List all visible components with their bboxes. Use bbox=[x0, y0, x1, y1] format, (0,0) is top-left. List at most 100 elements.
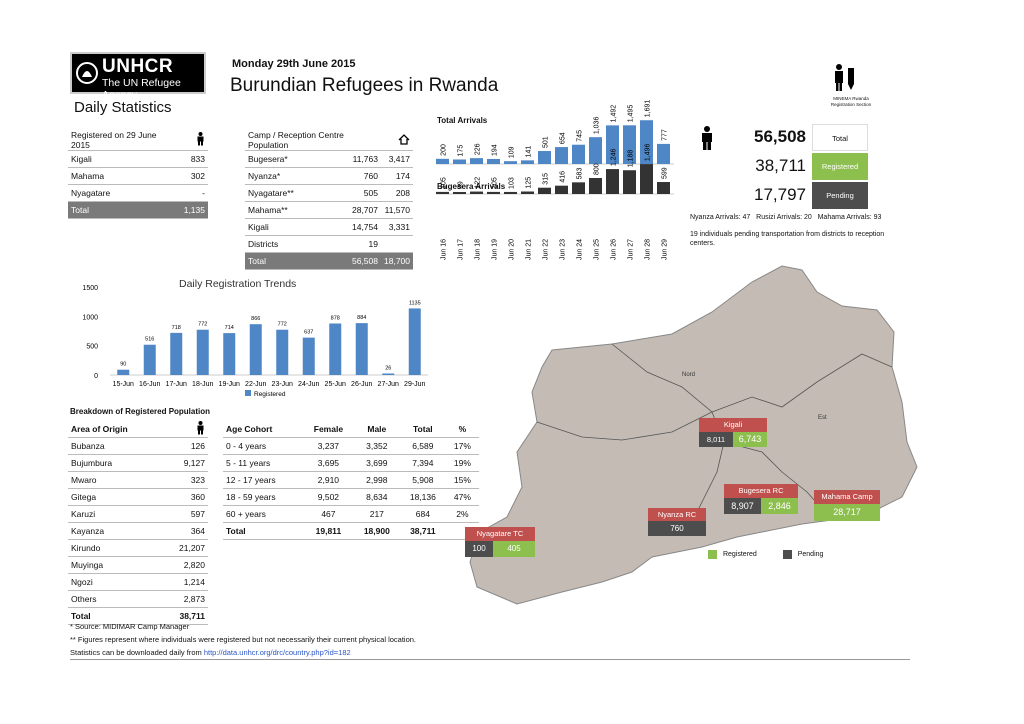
summary-registered-row: 38,711 Registered bbox=[696, 153, 868, 180]
table-row: 60 + years 467 217 684 2% bbox=[223, 505, 479, 523]
trends-data-label: 772 bbox=[198, 322, 207, 328]
note-download: Statistics can be downloaded daily from … bbox=[70, 648, 351, 657]
total-row: Total 1,135 bbox=[68, 201, 208, 219]
trends-bar bbox=[143, 344, 156, 375]
table-row: Kayanza 364 bbox=[68, 522, 208, 540]
bugesera-arrivals-data-label: 416 bbox=[560, 171, 567, 183]
total-arrivals-bar bbox=[657, 143, 670, 164]
female-header: Female bbox=[303, 421, 354, 438]
pending-swatch bbox=[782, 550, 792, 559]
house-icon bbox=[380, 130, 413, 151]
summary-registered-value: 38,711 bbox=[755, 156, 806, 175]
table-row: Kigali 14,754 3,331 bbox=[245, 218, 413, 236]
bugesera-arrivals-bar bbox=[640, 164, 653, 194]
bugesera-arrivals-data-label: 583 bbox=[577, 168, 584, 180]
bugesera-arrivals-data-label: 1,496 bbox=[645, 143, 652, 161]
footer-divider bbox=[70, 659, 910, 660]
trends-bar bbox=[302, 337, 315, 375]
trends-data-label: 718 bbox=[172, 325, 181, 331]
nyagatare-pending: 100 bbox=[465, 541, 493, 557]
summary-pending-label: Pending bbox=[812, 182, 868, 209]
total-arrivals-data-label: 1,036 bbox=[594, 117, 601, 135]
table-row: Bubanza 126 bbox=[68, 437, 208, 455]
note-figures: ** Figures represent where individuals w… bbox=[70, 635, 417, 644]
bugesera-pending: 8,907 bbox=[724, 498, 761, 514]
age-panel: Age Cohort Female Male Total % 0 - 4 yea… bbox=[223, 421, 479, 540]
table-row: Kigali 833 bbox=[68, 150, 208, 168]
table-row: Karuzi 597 bbox=[68, 505, 208, 523]
trends-bar bbox=[117, 369, 130, 375]
origin-header: Area of Origin bbox=[68, 421, 161, 438]
table-row: Nyagatare - bbox=[68, 184, 208, 202]
kigali-registered: 6,743 bbox=[733, 432, 767, 447]
summary-pending-row: 17,797 Pending bbox=[696, 182, 868, 209]
trends-bar bbox=[382, 373, 395, 375]
bugesera-arrivals-bar bbox=[538, 187, 551, 194]
total-arrivals-data-label: 1,691 bbox=[645, 100, 652, 118]
kigali-label: Kigali bbox=[699, 418, 767, 432]
table-row: Bujumbura 9,127 bbox=[68, 454, 208, 472]
total-arrivals-data-label: 654 bbox=[560, 132, 567, 144]
trends-bar bbox=[329, 323, 342, 375]
trends-data-label: 884 bbox=[357, 315, 366, 321]
unhcr-logo: UNHCR The UN Refugee Agency bbox=[70, 52, 206, 101]
table-row: 5 - 11 years 3,695 3,699 7,394 19% bbox=[223, 454, 479, 472]
trends-bar bbox=[276, 329, 289, 375]
summary-total-row: 56,508 Total bbox=[696, 124, 868, 151]
bugesera-arrivals-data-label: 125 bbox=[526, 177, 533, 189]
bugesera-arrivals-data-label: 99 bbox=[458, 181, 465, 189]
nyanza-label: Nyanza RC bbox=[648, 508, 706, 521]
total-arrivals-bar bbox=[555, 147, 568, 164]
age-header: Age Cohort bbox=[223, 421, 304, 438]
arrivals-date-tick: Jun 18 bbox=[475, 239, 482, 260]
bugesera-arrivals-data-label: 105 bbox=[492, 177, 499, 189]
report-date: Monday 29th June 2015 bbox=[232, 58, 356, 70]
arrivals-date-tick: Jun 28 bbox=[645, 239, 652, 260]
bugesera-arrivals-bar bbox=[555, 185, 568, 194]
total-arrivals-bar bbox=[470, 158, 483, 164]
trends-x-tick: 22-Jun bbox=[245, 381, 267, 388]
arrivals-date-tick: Jun 26 bbox=[611, 239, 618, 260]
arrivals-date-tick: Jun 16 bbox=[441, 239, 448, 260]
summary-total-label: Total bbox=[812, 124, 868, 151]
legend-registered-label: Registered bbox=[722, 551, 757, 559]
kigali-pending: 8,011 bbox=[699, 432, 733, 447]
bugesera-arrivals-bar bbox=[606, 169, 619, 194]
arrivals-date-tick: Jun 21 bbox=[526, 239, 533, 260]
region-label-nord: Nord bbox=[682, 372, 695, 378]
trends-x-tick: 19-Jun bbox=[219, 381, 241, 388]
bugesera-arrivals-bar bbox=[453, 192, 466, 194]
trends-bar bbox=[223, 333, 236, 375]
trends-x-tick: 24-Jun bbox=[298, 381, 320, 388]
person-icon bbox=[160, 421, 208, 438]
org-caption: MINEMA Rwanda Registration Section bbox=[830, 96, 872, 107]
summary-registered-label: Registered bbox=[812, 153, 868, 180]
table-row: Mahama 302 bbox=[68, 167, 208, 185]
province-border bbox=[536, 411, 713, 441]
total-arrivals-title: Total Arrivals bbox=[437, 116, 488, 125]
table-row: Muyinga 2,820 bbox=[68, 556, 208, 574]
trends-y-tick: 1500 bbox=[82, 285, 98, 292]
total-arrivals-bar bbox=[436, 158, 449, 164]
page-title: Burundian Refugees in Rwanda bbox=[230, 75, 499, 96]
trends-bar bbox=[196, 329, 209, 375]
table-row: Gitega 360 bbox=[68, 488, 208, 506]
registered-today-panel: Registered on 29 June 2015 Kigali 833 Mah… bbox=[68, 130, 208, 219]
trends-data-label: 772 bbox=[278, 322, 287, 328]
rwanda-map: Nord Est bbox=[469, 265, 918, 605]
table-row: 18 - 59 years 9,502 8,634 18,136 47% bbox=[223, 488, 479, 506]
bugesera-arrivals-data-label: 800 bbox=[594, 163, 601, 175]
trends-data-label: 1135 bbox=[409, 300, 421, 306]
trends-y-tick: 1000 bbox=[82, 314, 98, 321]
bugesera-arrivals-bar bbox=[589, 178, 602, 194]
bugesera-arrivals-bar bbox=[623, 170, 636, 194]
camp-table-header: Camp / Reception Centre Population bbox=[245, 130, 381, 151]
arrivals-date-tick: Jun 29 bbox=[662, 239, 669, 260]
total-row: Total 38,711 bbox=[68, 607, 208, 625]
bugesera-arrivals-data-label: 122 bbox=[475, 177, 482, 189]
bugesera-arrivals-data-label: 105 bbox=[441, 177, 448, 189]
download-link[interactable]: http://data.unhcr.org/drc/country.php?id… bbox=[203, 648, 351, 657]
bugesera-arrivals-bar bbox=[657, 182, 670, 194]
logo-text-main: UNHCR bbox=[102, 56, 174, 77]
nyagatare-registered: 405 bbox=[493, 541, 535, 557]
